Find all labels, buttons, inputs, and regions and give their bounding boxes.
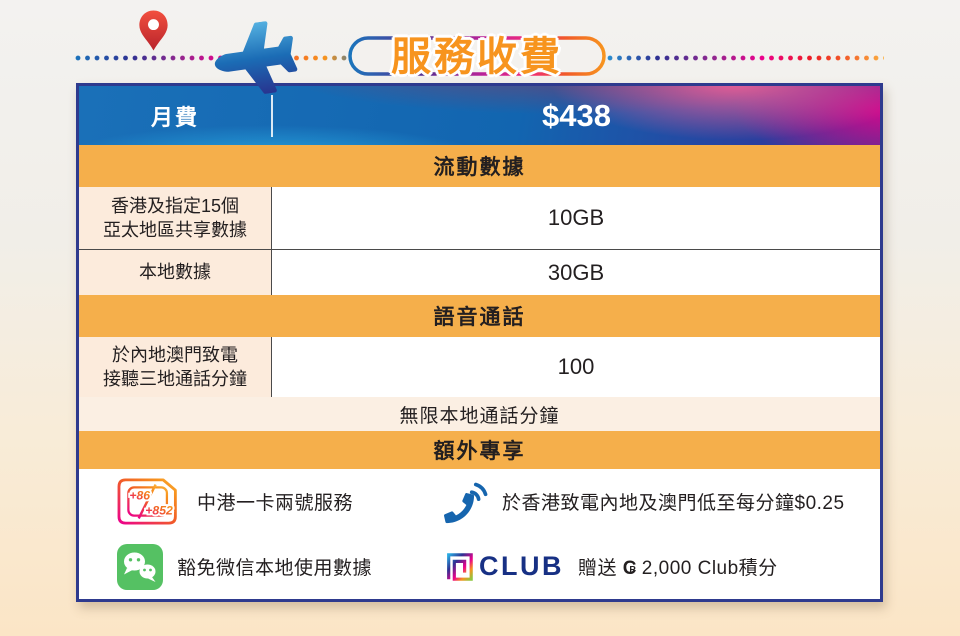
wechat-data-text: 豁免微信本地使用數據 [177, 558, 373, 579]
table-row: 於內地澳門致電 接聽三地通話分鐘 100 [79, 337, 880, 397]
table-row: 香港及指定15個 亞太地區共享數據 10GB [79, 187, 880, 250]
club-logo-icon [447, 552, 473, 581]
wechat-icon [117, 543, 163, 590]
extra-item-wechat-data: 豁免微信本地使用數據 [79, 534, 406, 599]
sim-label-852: +852 [145, 504, 173, 518]
dual-number-text: 中港一卡兩號服務 [197, 493, 354, 514]
phone-call-icon [444, 482, 488, 523]
section-header-voice: 語音通話 [79, 295, 880, 337]
club-logo: CLUB [444, 551, 564, 582]
page-title: 服務收費 [391, 35, 563, 79]
voice-minutes-label: 於內地澳門致電 接聽三地通話分鐘 [79, 337, 272, 397]
local-data-value: 30GB [547, 259, 605, 285]
table-row: 本地數據 30GB [79, 250, 880, 295]
shared-data-label: 香港及指定15個 亞太地區共享數據 [79, 187, 272, 249]
call-rate-text: 於香港致電內地及澳門低至每分鐘$0.25 [502, 493, 845, 514]
monthly-fee-row: 月費 $438 [79, 86, 880, 145]
title-pill-outline [348, 36, 606, 76]
section-header-mobile-data: 流動數據 [79, 145, 880, 187]
clubpoints-symbol-outer: C [622, 558, 638, 579]
dual-number-sim-icon: +86 +852 [117, 478, 177, 525]
club-points-prefix: 贈送 [578, 558, 623, 579]
section-header-extras: 額外專享 [79, 431, 880, 469]
clubpoints-symbol-inner: P [629, 564, 637, 576]
local-data-label: 本地數據 [79, 250, 272, 295]
extra-item-call-rate: 於香港致電內地及澳門低至每分鐘$0.25 [406, 469, 880, 534]
extra-item-club-points: CLUB 贈送 C P 2,000 Club積分 [406, 534, 880, 599]
club-points-suffix: 2,000 Club積分 [641, 558, 778, 579]
club-points-text: 贈送 C P 2,000 Club積分 [578, 553, 778, 580]
airplane-icon [214, 21, 298, 94]
monthly-fee-label: 月費 [150, 104, 199, 130]
voice-minutes-value: 100 [557, 354, 595, 379]
extras-section: +86 +852 中港一卡兩號服務 於香港致電內地及澳門低至每分鐘$0.25 [79, 469, 880, 599]
unlimited-local-calls-note: 無限本地通話分鐘 [79, 397, 880, 431]
service-charges-table: 月費 $438 流動數據 香港及指定15個 亞太地區共享數據 10GB 本地數據… [76, 83, 883, 602]
extra-item-dual-number: +86 +852 中港一卡兩號服務 [79, 469, 406, 534]
sim-label-86: +86 [129, 489, 150, 503]
club-wordmark: CLUB [479, 551, 564, 581]
shared-data-value: 10GB [547, 205, 605, 230]
monthly-fee-value: $438 [542, 97, 611, 133]
fee-row-divider [271, 94, 273, 137]
location-pin-icon [139, 10, 168, 51]
